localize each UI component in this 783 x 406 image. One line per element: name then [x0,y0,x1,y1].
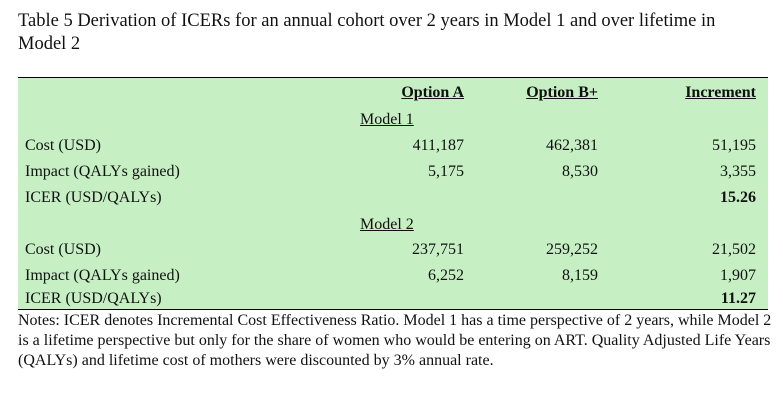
model2-label: Model 2 [360,216,414,233]
header-option-a: Option A [401,84,464,101]
header-increment: Increment [685,84,756,101]
model2-impact-a: 6,252 [428,267,464,284]
model1-cost-b: 462,381 [546,137,598,154]
model1-impact-b: 8,530 [562,163,598,180]
model1-cost-label: Cost (USD) [25,137,102,154]
model1-impact-increment: 3,355 [720,163,756,180]
header-option-b: Option B+ [526,84,598,101]
model2-cost-a: 237,751 [412,241,464,258]
model2-cost-increment: 21,502 [712,241,756,258]
model2-impact-label: Impact (QALYs gained) [25,267,180,284]
model1-cost-increment: 51,195 [712,137,756,154]
model1-impact-a: 5,175 [428,163,464,180]
model1-cost-a: 411,187 [412,137,464,154]
model2-icer-value: 11.27 [720,290,756,307]
model1-impact-label: Impact (QALYs gained) [25,163,180,180]
model1-icer-label: ICER (USD/QALYs) [25,189,162,206]
model2-icer-label: ICER (USD/QALYs) [25,290,162,307]
table-notes: Notes: ICER denotes Incremental Cost Eff… [18,312,772,369]
model2-cost-label: Cost (USD) [25,241,102,258]
table-caption: Table 5 Derivation of ICERs for an annua… [18,11,716,54]
model1-label: Model 1 [360,111,414,128]
model2-cost-b: 259,252 [546,241,598,258]
model1-icer-value: 15.26 [720,189,756,206]
icer-table: Option A Option B+ Increment Model 1 Cos… [18,77,768,310]
model2-impact-b: 8,159 [562,267,598,284]
model2-impact-increment: 1,907 [720,267,756,284]
